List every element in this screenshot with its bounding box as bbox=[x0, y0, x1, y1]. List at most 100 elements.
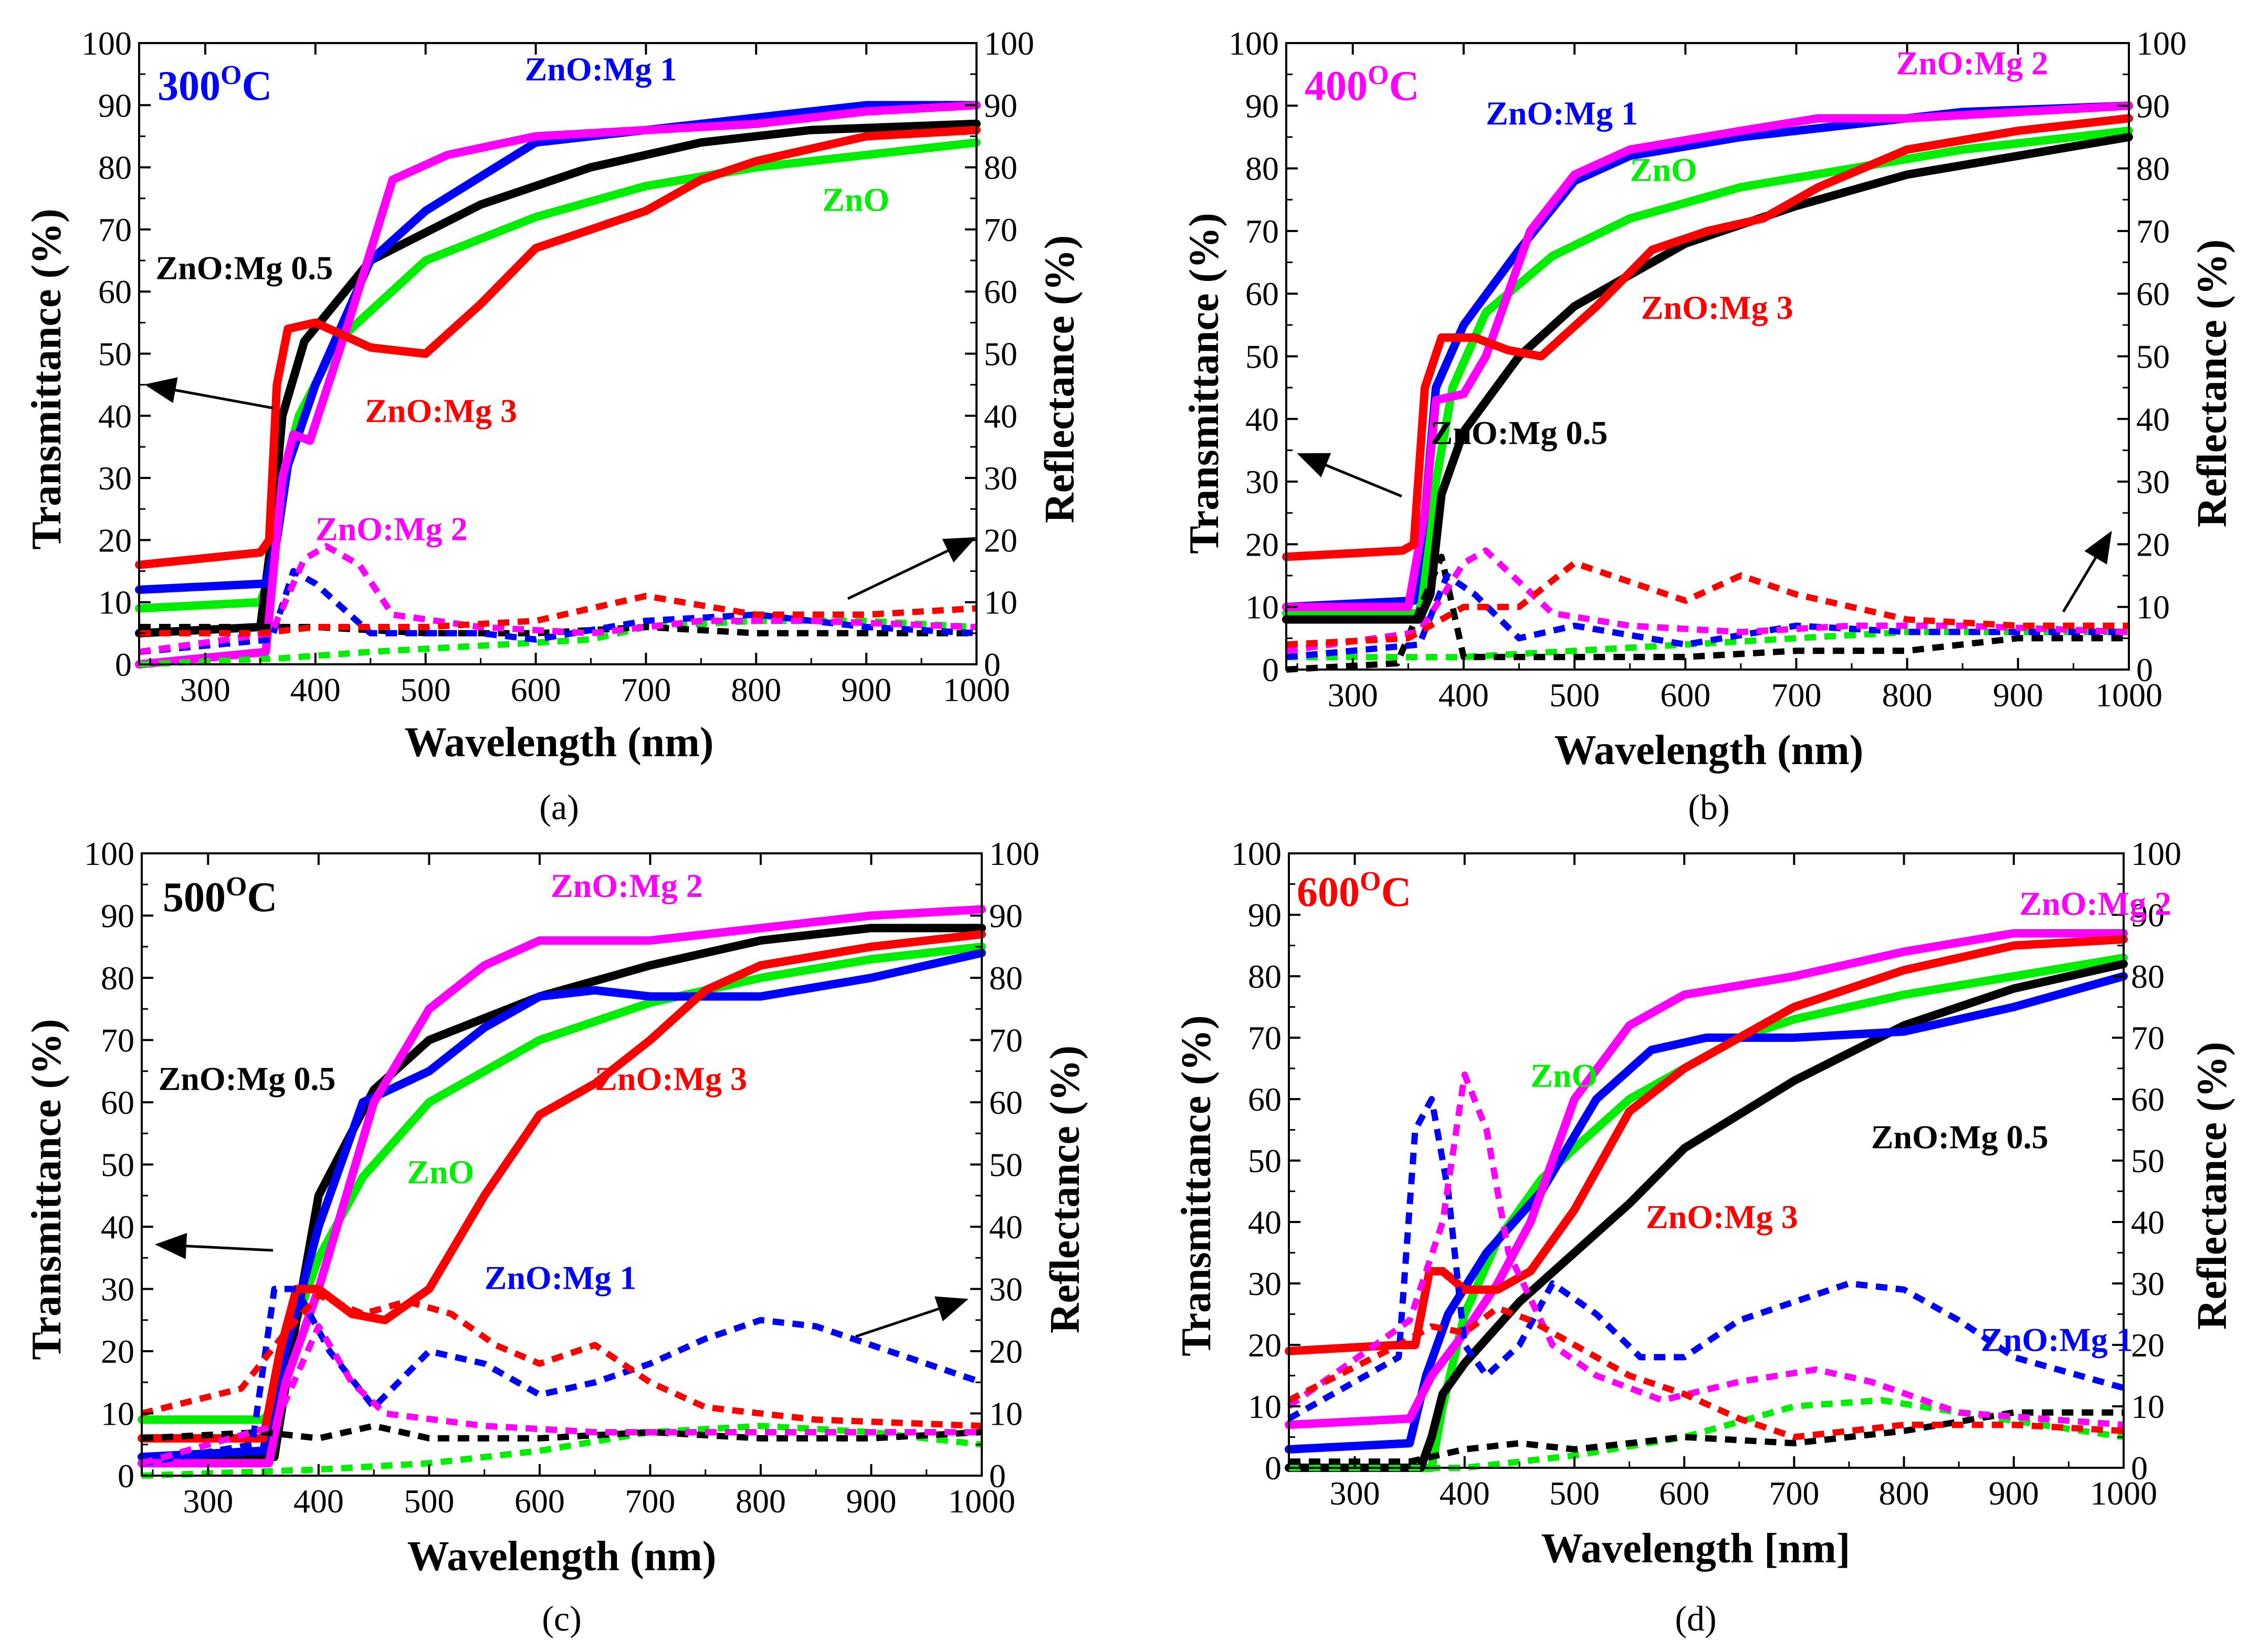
panel-c-temperature-unit: C bbox=[247, 874, 277, 921]
panel-d-y-tick-label-left: 40 bbox=[1248, 1204, 1282, 1241]
panel-c-series-label: ZnO bbox=[407, 1153, 474, 1190]
panel-c-y-tick-label-right: 30 bbox=[989, 1271, 1023, 1308]
panel-d-x-tick-label: 900 bbox=[1989, 1475, 2039, 1512]
panel-c-y-tick-label-left: 10 bbox=[101, 1395, 134, 1433]
panel-d-y-tick-label-right: 70 bbox=[2131, 1019, 2165, 1057]
panel-c-arrow-right-axis bbox=[855, 1296, 969, 1338]
panel-c-y-tick-label-right: 100 bbox=[989, 835, 1040, 872]
panel-b-x-tick-label: 300 bbox=[1328, 676, 1378, 714]
panel-b-y-tick-label-left: 100 bbox=[1228, 25, 1279, 62]
panel-a-y-tick-label-right: 70 bbox=[984, 211, 1017, 248]
panel-d-x-tick-label: 600 bbox=[1659, 1475, 1709, 1512]
panel-b-y-tick-label-left: 80 bbox=[1245, 150, 1279, 187]
panel-d-y-tick-label-right: 60 bbox=[2131, 1081, 2165, 1118]
panel-a-x-tick-label: 700 bbox=[621, 671, 671, 708]
panel-d-caption: (d) bbox=[1675, 1599, 1716, 1638]
panel-c-transmittance-line-zno-mg-2 bbox=[138, 905, 986, 1468]
panel-a-transmittance-line-zno-mg-2 bbox=[135, 101, 981, 669]
panel-d-y-tick-label-left: 60 bbox=[1248, 1081, 1282, 1118]
panel-c-ylabel-right: Reflectance (%) bbox=[1042, 1046, 1088, 1334]
panel-c-temperature: 500OC bbox=[163, 872, 277, 921]
panel-b-series-label: ZnO:Mg 1 bbox=[1486, 95, 1638, 132]
panel-d-ylabel-left: Transmittance (%) bbox=[1173, 1015, 1220, 1356]
panel-d-series-label: ZnO:Mg 2 bbox=[2019, 885, 2171, 922]
panel-d-y-tick-label-right: 10 bbox=[2131, 1388, 2165, 1425]
panel-d-y-tick-label-left: 70 bbox=[1248, 1019, 1282, 1057]
panel-c-y-tick-label-right: 20 bbox=[989, 1333, 1023, 1370]
panel-b-reflectance-line-zno bbox=[1286, 629, 2129, 661]
panel-b-transmittance-line-zno-mg-3 bbox=[1282, 114, 2133, 561]
panel-c-transmittance-line-zno-mg-3 bbox=[138, 930, 986, 1443]
panel-a-y-tick-label-right: 30 bbox=[984, 460, 1017, 497]
panel-b-y-tick-label-right: 30 bbox=[2136, 463, 2170, 500]
panel-b-reflectance-line-zno-mg-1 bbox=[1286, 572, 2129, 661]
panel-a-series-label: ZnO:Mg 2 bbox=[316, 510, 468, 547]
panel-c-transmittance-line-zno-mg-1 bbox=[138, 948, 986, 1461]
panel-b-reflectance-line-zno-mg-2 bbox=[1286, 547, 2129, 654]
panel-c-y-tick-label-left: 20 bbox=[101, 1333, 134, 1370]
panel-d-x-tick-label: 300 bbox=[1330, 1475, 1380, 1512]
panel-b-y-tick-label-left: 90 bbox=[1245, 87, 1279, 124]
panel-c-x-tick-label: 900 bbox=[846, 1482, 896, 1520]
panel-c-caption: (c) bbox=[542, 1599, 581, 1638]
panel-c-series-label: ZnO:Mg 1 bbox=[485, 1259, 637, 1297]
panel-b-caption: (b) bbox=[1688, 787, 1729, 827]
panel-d-reflectance-line-zno-mg-0-5 bbox=[1289, 1409, 2124, 1465]
panel-b-series-label: ZnO:Mg 3 bbox=[1641, 289, 1793, 326]
panel-a-reflectance-line-zno-mg-2 bbox=[139, 543, 977, 655]
panel-b-y-tick-label-left: 50 bbox=[1245, 338, 1279, 375]
panel-a-y-tick-label-left: 30 bbox=[98, 460, 132, 497]
panel-d-series-label: ZnO bbox=[1530, 1057, 1598, 1094]
panel-c-x-tick-label: 400 bbox=[293, 1482, 344, 1520]
panel-b-arrow-left-axis bbox=[1297, 453, 1402, 498]
panel-c-y-tick-label-right: 70 bbox=[989, 1022, 1023, 1059]
panel-a-y-tick-label-left: 10 bbox=[98, 584, 132, 621]
panel-d-temperature-unit: C bbox=[1381, 869, 1411, 915]
panel-b-y-tick-label-right: 70 bbox=[2136, 213, 2170, 250]
panel-b-y-tick-label-left: 0 bbox=[1262, 651, 1279, 688]
panel-d-y-tick-label-right: 0 bbox=[2131, 1449, 2148, 1487]
panel-c-x-tick-label: 600 bbox=[514, 1482, 565, 1520]
panel-c-transmittance-line-zno-mg-0-5 bbox=[138, 924, 986, 1468]
panel-a-series-label: ZnO bbox=[822, 181, 889, 218]
panel-b-x-tick-label: 600 bbox=[1660, 676, 1710, 714]
panel-a-reflectance-line-zno-mg-3 bbox=[139, 592, 977, 636]
panel-d-y-tick-label-right: 30 bbox=[2131, 1265, 2165, 1302]
panel-b-x-tick-label: 500 bbox=[1549, 676, 1600, 714]
panel-b-x-tick-label: 900 bbox=[1993, 676, 2043, 714]
panel-c-reflectance-line-zno-mg-2 bbox=[141, 1323, 982, 1467]
panel-c-y-tick-label-left: 70 bbox=[101, 1022, 134, 1059]
panel-a-y-tick-label-right: 60 bbox=[984, 273, 1017, 310]
panel-c-temperature-sup: O bbox=[226, 872, 247, 902]
panel-a-x-tick-label: 1000 bbox=[943, 671, 1010, 708]
panel-d-y-tick-label-right: 20 bbox=[2131, 1327, 2165, 1364]
panel-b-series-label: ZnO:Mg 2 bbox=[1896, 45, 2049, 82]
panel-b-y-tick-label-left: 70 bbox=[1245, 213, 1279, 250]
panel-a-y-tick-label-right: 50 bbox=[984, 336, 1017, 373]
panel-d-ylabel-right: Reflectance (%) bbox=[2189, 1042, 2235, 1330]
panel-a-ylabel-left: Transmittance (%) bbox=[24, 208, 70, 550]
panel-a-transmittance-line-zno-mg-3 bbox=[135, 126, 981, 569]
panel-d-temperature: 600OC bbox=[1297, 866, 1411, 915]
panel-b-xlabel: Wavelength (nm) bbox=[1555, 727, 1864, 774]
panel-b-x-tick-label: 800 bbox=[1882, 676, 1933, 714]
panel-c-reflectance-line-zno-mg-0-5 bbox=[141, 1423, 982, 1442]
panel-a-x-tick-label: 600 bbox=[511, 671, 561, 708]
panel-c-y-tick-label-left: 100 bbox=[84, 835, 134, 872]
panel-c-y-tick-label-left: 50 bbox=[101, 1146, 134, 1184]
panel-a-x-tick-label: 500 bbox=[401, 671, 451, 708]
panel-a-x-tick-label: 300 bbox=[180, 671, 230, 708]
panel-b-y-tick-label-right: 40 bbox=[2136, 401, 2170, 438]
panel-b-x-tick-label: 400 bbox=[1438, 676, 1489, 714]
panel-d-transmittance-line-zno-mg-2 bbox=[1285, 929, 2128, 1429]
panel-a-y-tick-label-left: 100 bbox=[81, 25, 132, 62]
panel-b-series-label: ZnO:Mg 0.5 bbox=[1431, 414, 1608, 452]
panel-c-x-tick-label: 800 bbox=[736, 1482, 786, 1520]
panel-d-y-tick-label-left: 0 bbox=[1265, 1449, 1282, 1487]
panel-c-y-tick-label-left: 0 bbox=[118, 1457, 134, 1495]
panel-c-y-tick-label-right: 10 bbox=[989, 1395, 1023, 1433]
panel-c-x-tick-label: 300 bbox=[183, 1482, 233, 1520]
panel-b-y-tick-label-right: 50 bbox=[2136, 338, 2170, 375]
panel-d-x-tick-label: 500 bbox=[1549, 1475, 1600, 1512]
panel-b-ylabel-left: Transmittance (%) bbox=[1181, 213, 1227, 554]
